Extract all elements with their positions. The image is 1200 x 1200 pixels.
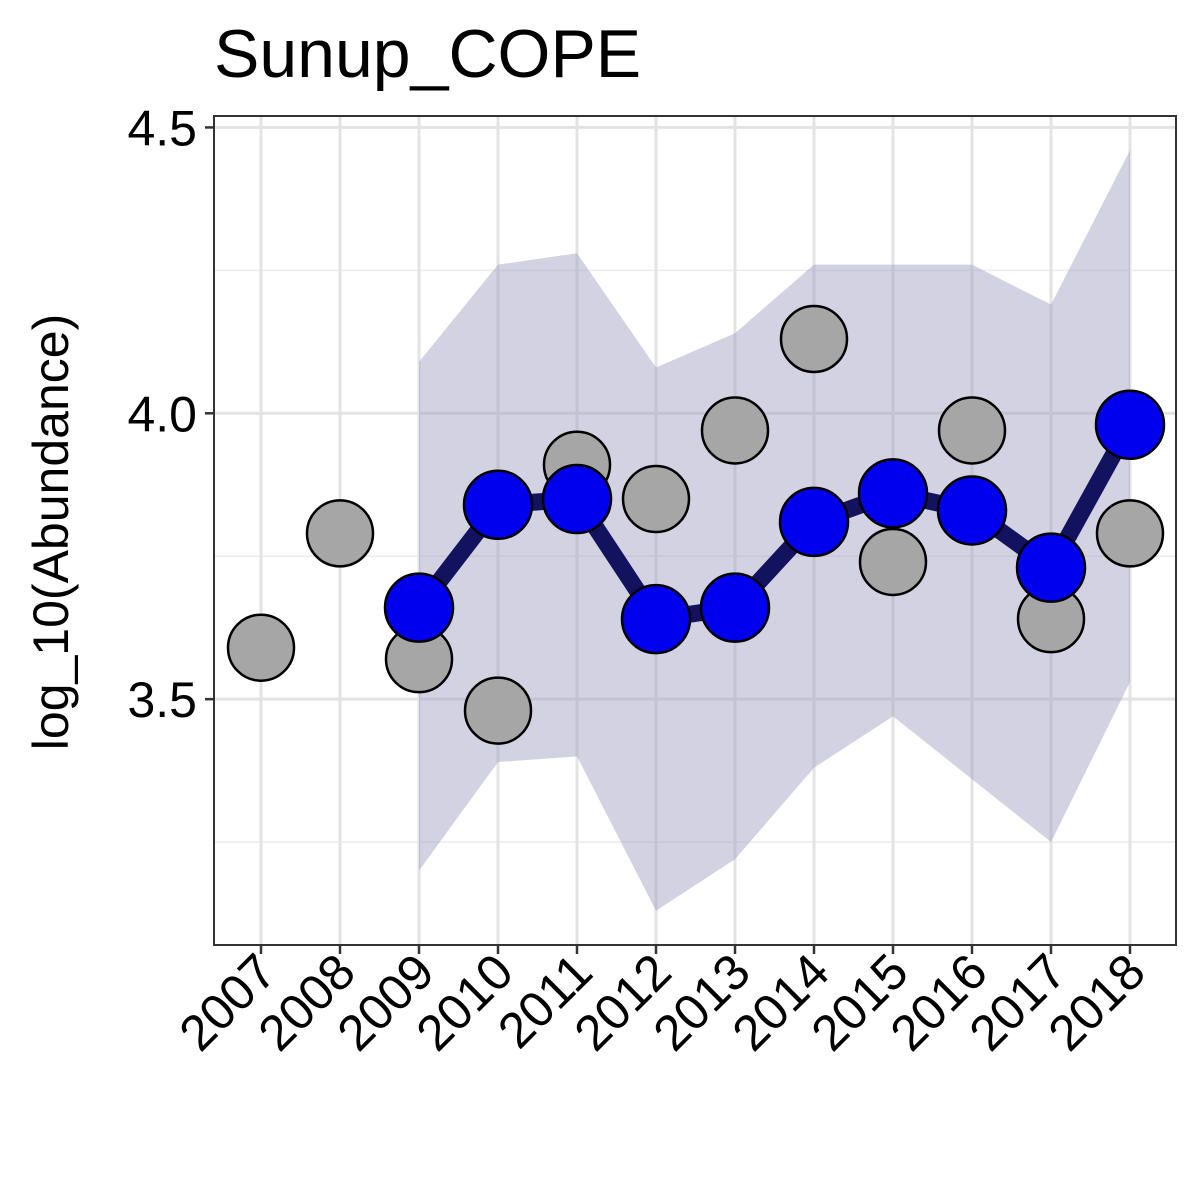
observed-point — [463, 676, 533, 745]
y-tick-label: 3.5 — [127, 672, 197, 728]
fitted-line — [410, 416, 1139, 628]
observed-point — [226, 613, 296, 682]
y-tick-label: 4.5 — [127, 100, 197, 156]
fitted-point — [541, 463, 613, 535]
fitted-point — [383, 572, 455, 643]
panel-border — [213, 115, 1177, 946]
observed-point — [779, 304, 849, 374]
fitted-point — [699, 572, 771, 643]
y-tick-label: 4.0 — [127, 386, 197, 442]
fitted-point — [620, 583, 692, 655]
observed-point — [937, 396, 1007, 465]
observed-point — [858, 527, 928, 597]
y-axis-label: log_10(Abundance) — [23, 314, 79, 750]
observed-point — [305, 499, 375, 568]
observed-point — [621, 464, 691, 534]
observed-point — [1095, 499, 1165, 568]
confidence-band — [419, 150, 1130, 911]
panel-background — [214, 116, 1176, 945]
fitted-point — [1094, 389, 1166, 460]
observed-point — [700, 396, 770, 465]
fitted-point — [778, 486, 850, 558]
fitted-point — [857, 458, 929, 529]
fitted-point — [936, 475, 1008, 546]
fitted-point — [462, 469, 534, 541]
chart-title: Sunup_COPE — [214, 16, 641, 92]
fitted-point — [1015, 532, 1087, 603]
plot-panel: 3.54.04.52007200820092010201120122013201… — [127, 100, 1177, 1061]
